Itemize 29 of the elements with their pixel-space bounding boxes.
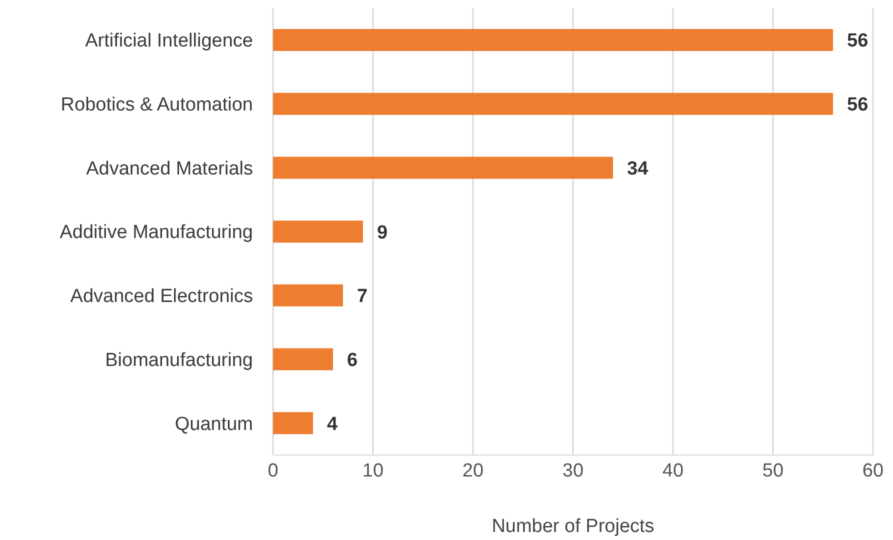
bar — [273, 220, 363, 243]
y-tick-label: Artificial Intelligence — [85, 30, 253, 52]
y-tick-label: Robotics & Automation — [60, 94, 253, 116]
data-label: 7 — [357, 286, 368, 308]
x-tick-label: 30 — [562, 460, 584, 482]
x-tick-label: 0 — [268, 460, 278, 482]
data-label: 34 — [627, 158, 649, 180]
y-tick-label: Quantum — [174, 414, 253, 435]
x-tick-label: 40 — [662, 460, 684, 482]
y-tick-label: Additive Manufacturing — [60, 222, 253, 244]
bar — [273, 284, 343, 306]
bar — [273, 29, 833, 51]
bar — [273, 92, 833, 115]
data-label: 56 — [847, 30, 868, 52]
x-tick-label: 60 — [862, 460, 884, 482]
bar — [273, 156, 613, 179]
data-label: 6 — [347, 350, 358, 372]
x-tick-label: 10 — [362, 460, 384, 482]
x-tick-label: 50 — [762, 460, 784, 482]
data-label: 4 — [327, 414, 338, 435]
x-axis-title: Number of Projects — [492, 516, 654, 537]
data-label: 9 — [377, 222, 388, 244]
bar — [273, 412, 313, 434]
bar — [273, 348, 333, 370]
data-label: 56 — [847, 94, 868, 116]
x-tick-label: 20 — [462, 460, 484, 482]
y-tick-label: Advanced Materials — [86, 158, 253, 180]
y-tick-label: Biomanufacturing — [105, 350, 253, 371]
y-tick-label: Advanced Electronics — [70, 286, 253, 308]
